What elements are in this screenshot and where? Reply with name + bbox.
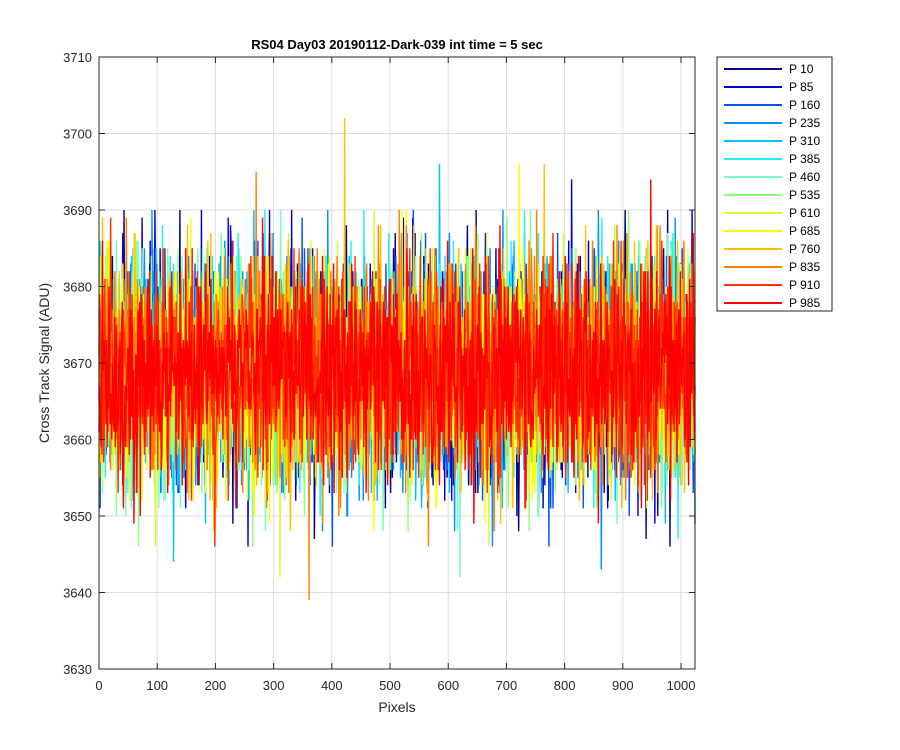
legend-label: P 760 bbox=[789, 242, 820, 256]
legend-label: P 685 bbox=[789, 224, 820, 238]
legend-label: P 610 bbox=[789, 206, 820, 220]
x-tick-label: 300 bbox=[263, 678, 285, 693]
chart-title: RS04 Day03 20190112-Dark-039 int time = … bbox=[251, 37, 543, 52]
legend-label: P 160 bbox=[789, 98, 820, 112]
y-tick-label: 3690 bbox=[63, 203, 92, 218]
x-tick-label: 200 bbox=[205, 678, 227, 693]
x-axis-label: Pixels bbox=[378, 699, 415, 715]
legend-label: P 85 bbox=[789, 80, 814, 94]
y-tick-label: 3670 bbox=[63, 356, 92, 371]
y-tick-label: 3630 bbox=[63, 662, 92, 677]
y-tick-label: 3650 bbox=[63, 509, 92, 524]
x-tick-label: 900 bbox=[612, 678, 634, 693]
x-tick-label: 0 bbox=[95, 678, 102, 693]
axis-ticks: 0 100 200 300 400 500 600 700 800 900 1000 3630 3640… bbox=[63, 50, 695, 693]
y-tick-label: 3700 bbox=[63, 127, 92, 142]
series-lines bbox=[98, 118, 696, 601]
series-line-p-985 bbox=[98, 179, 696, 524]
legend-label: P 985 bbox=[789, 296, 820, 310]
legend: P 10 P 85 P 160 P 235 P 310 P 385 P 460 P 535 P … bbox=[716, 56, 833, 312]
legend-label: P 835 bbox=[789, 260, 820, 274]
x-tick-label: 600 bbox=[437, 678, 459, 693]
x-tick-label: 400 bbox=[321, 678, 343, 693]
x-tick-label: 700 bbox=[496, 678, 518, 693]
x-tick-label: 1000 bbox=[667, 678, 696, 693]
legend-label: P 910 bbox=[789, 278, 820, 292]
legend-label: P 10 bbox=[789, 62, 814, 76]
legend-label: P 310 bbox=[789, 134, 820, 148]
y-tick-label: 3640 bbox=[63, 586, 92, 601]
legend-label: P 385 bbox=[789, 152, 820, 166]
legend-label: P 460 bbox=[789, 170, 820, 184]
legend-label: P 535 bbox=[789, 188, 820, 202]
legend-label: P 235 bbox=[789, 116, 820, 130]
legend-box bbox=[716, 56, 833, 312]
y-axis-label: Cross Track Signal (ADU) bbox=[36, 283, 52, 443]
y-tick-label: 3660 bbox=[63, 433, 92, 448]
x-tick-label: 500 bbox=[379, 678, 401, 693]
x-tick-label: 100 bbox=[146, 678, 168, 693]
y-tick-label: 3680 bbox=[63, 280, 92, 295]
y-tick-label: 3710 bbox=[63, 50, 92, 65]
x-tick-label: 800 bbox=[554, 678, 576, 693]
